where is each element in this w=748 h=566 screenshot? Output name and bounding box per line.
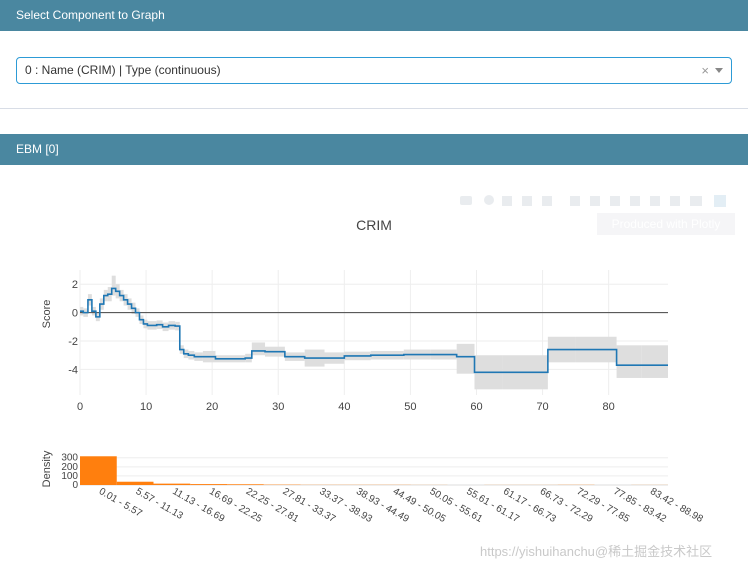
x-tick-label: 0 bbox=[77, 401, 83, 413]
clear-selection-icon[interactable]: × bbox=[701, 63, 709, 78]
density-bar[interactable] bbox=[153, 483, 191, 485]
y-tick-label: 2 bbox=[72, 279, 78, 291]
y-tick-label: 0 bbox=[72, 308, 78, 320]
score-y-axis-label: Score bbox=[41, 300, 53, 329]
x-tick-label: 50 bbox=[404, 401, 416, 413]
zoom-icon[interactable] bbox=[484, 195, 494, 205]
y-tick-label: -4 bbox=[68, 364, 78, 376]
score-x-tick-labels: 0 10 20 30 40 50 60 70 80 bbox=[77, 401, 615, 413]
density-y-tick-label: 100 bbox=[61, 471, 78, 482]
confidence-band bbox=[80, 275, 668, 390]
density-bar[interactable] bbox=[190, 484, 227, 485]
density-y-tick-label: 300 bbox=[61, 453, 78, 464]
density-y-axis-label: Density bbox=[41, 450, 53, 487]
hover-closest-icon[interactable] bbox=[670, 196, 680, 206]
confidence-band-segment bbox=[251, 342, 266, 356]
density-bar[interactable] bbox=[116, 481, 154, 485]
confidence-band-segment bbox=[641, 345, 668, 378]
select-component-header: Select Component to Graph bbox=[0, 0, 748, 31]
score-gridlines bbox=[79, 270, 668, 395]
main-chart-title: CRIM bbox=[356, 217, 392, 233]
component-select-value: 0 : Name (CRIM) | Type (continuous) bbox=[25, 63, 221, 77]
select-component-title: Select Component to Graph bbox=[16, 8, 165, 22]
hover-compare-icon[interactable] bbox=[690, 196, 702, 206]
density-y-tick-label: 200 bbox=[61, 462, 78, 473]
density-y-tick-label: 0 bbox=[72, 480, 78, 491]
y-tick-label: -2 bbox=[68, 336, 78, 348]
chevron-down-icon[interactable] bbox=[715, 68, 723, 73]
x-tick-label: 40 bbox=[338, 401, 350, 413]
confidence-band-segment bbox=[616, 345, 642, 378]
ebm-graph[interactable]: CRIM 0 10 20 30 40 50 60 70 80 20-2-4 Score 3002… bbox=[0, 165, 748, 566]
spike-lines-icon[interactable] bbox=[650, 196, 660, 206]
score-plot[interactable]: 0 10 20 30 40 50 60 70 80 20-2-4 Score bbox=[41, 270, 668, 413]
autoscale-icon[interactable] bbox=[610, 196, 620, 206]
x-tick-label: 60 bbox=[470, 401, 482, 413]
score-step-line[interactable] bbox=[80, 287, 668, 374]
reset-axes-icon[interactable] bbox=[630, 196, 640, 206]
x-tick-label: 10 bbox=[140, 401, 152, 413]
confidence-band-segment bbox=[456, 343, 475, 374]
modebar[interactable] bbox=[460, 195, 726, 207]
component-select-dropdown[interactable]: 0 : Name (CRIM) | Type (continuous) × bbox=[16, 57, 732, 84]
modebar-tooltip: Produced with Plotly bbox=[597, 213, 735, 235]
x-tick-label: 20 bbox=[206, 401, 218, 413]
x-tick-label: 70 bbox=[536, 401, 548, 413]
zoom-out-icon[interactable] bbox=[590, 196, 600, 206]
select-component-panel: 0 : Name (CRIM) | Type (continuous) × bbox=[0, 31, 748, 109]
plotly-logo-icon[interactable] bbox=[714, 195, 726, 207]
ebm-panel-header: EBM [0] bbox=[0, 134, 748, 165]
watermark: https://yishuihanchu@稀土掘金技术社区 bbox=[480, 544, 713, 559]
x-tick-label: 30 bbox=[272, 401, 284, 413]
camera-icon[interactable] bbox=[460, 196, 472, 205]
x-tick-label: 80 bbox=[603, 401, 615, 413]
density-bar[interactable] bbox=[80, 456, 117, 485]
lasso-icon[interactable] bbox=[542, 196, 552, 206]
density-bars[interactable] bbox=[80, 456, 668, 485]
zoom-in-icon[interactable] bbox=[570, 196, 580, 206]
score-y-tick-labels: 2 0 -2 -4 bbox=[68, 279, 78, 376]
ebm-panel-title: EBM [0] bbox=[16, 142, 59, 156]
density-gridlines bbox=[80, 457, 668, 486]
density-bar[interactable] bbox=[227, 484, 264, 485]
box-select-icon[interactable] bbox=[522, 196, 532, 206]
confidence-band-segment bbox=[111, 275, 116, 296]
pan-icon[interactable] bbox=[502, 196, 512, 206]
